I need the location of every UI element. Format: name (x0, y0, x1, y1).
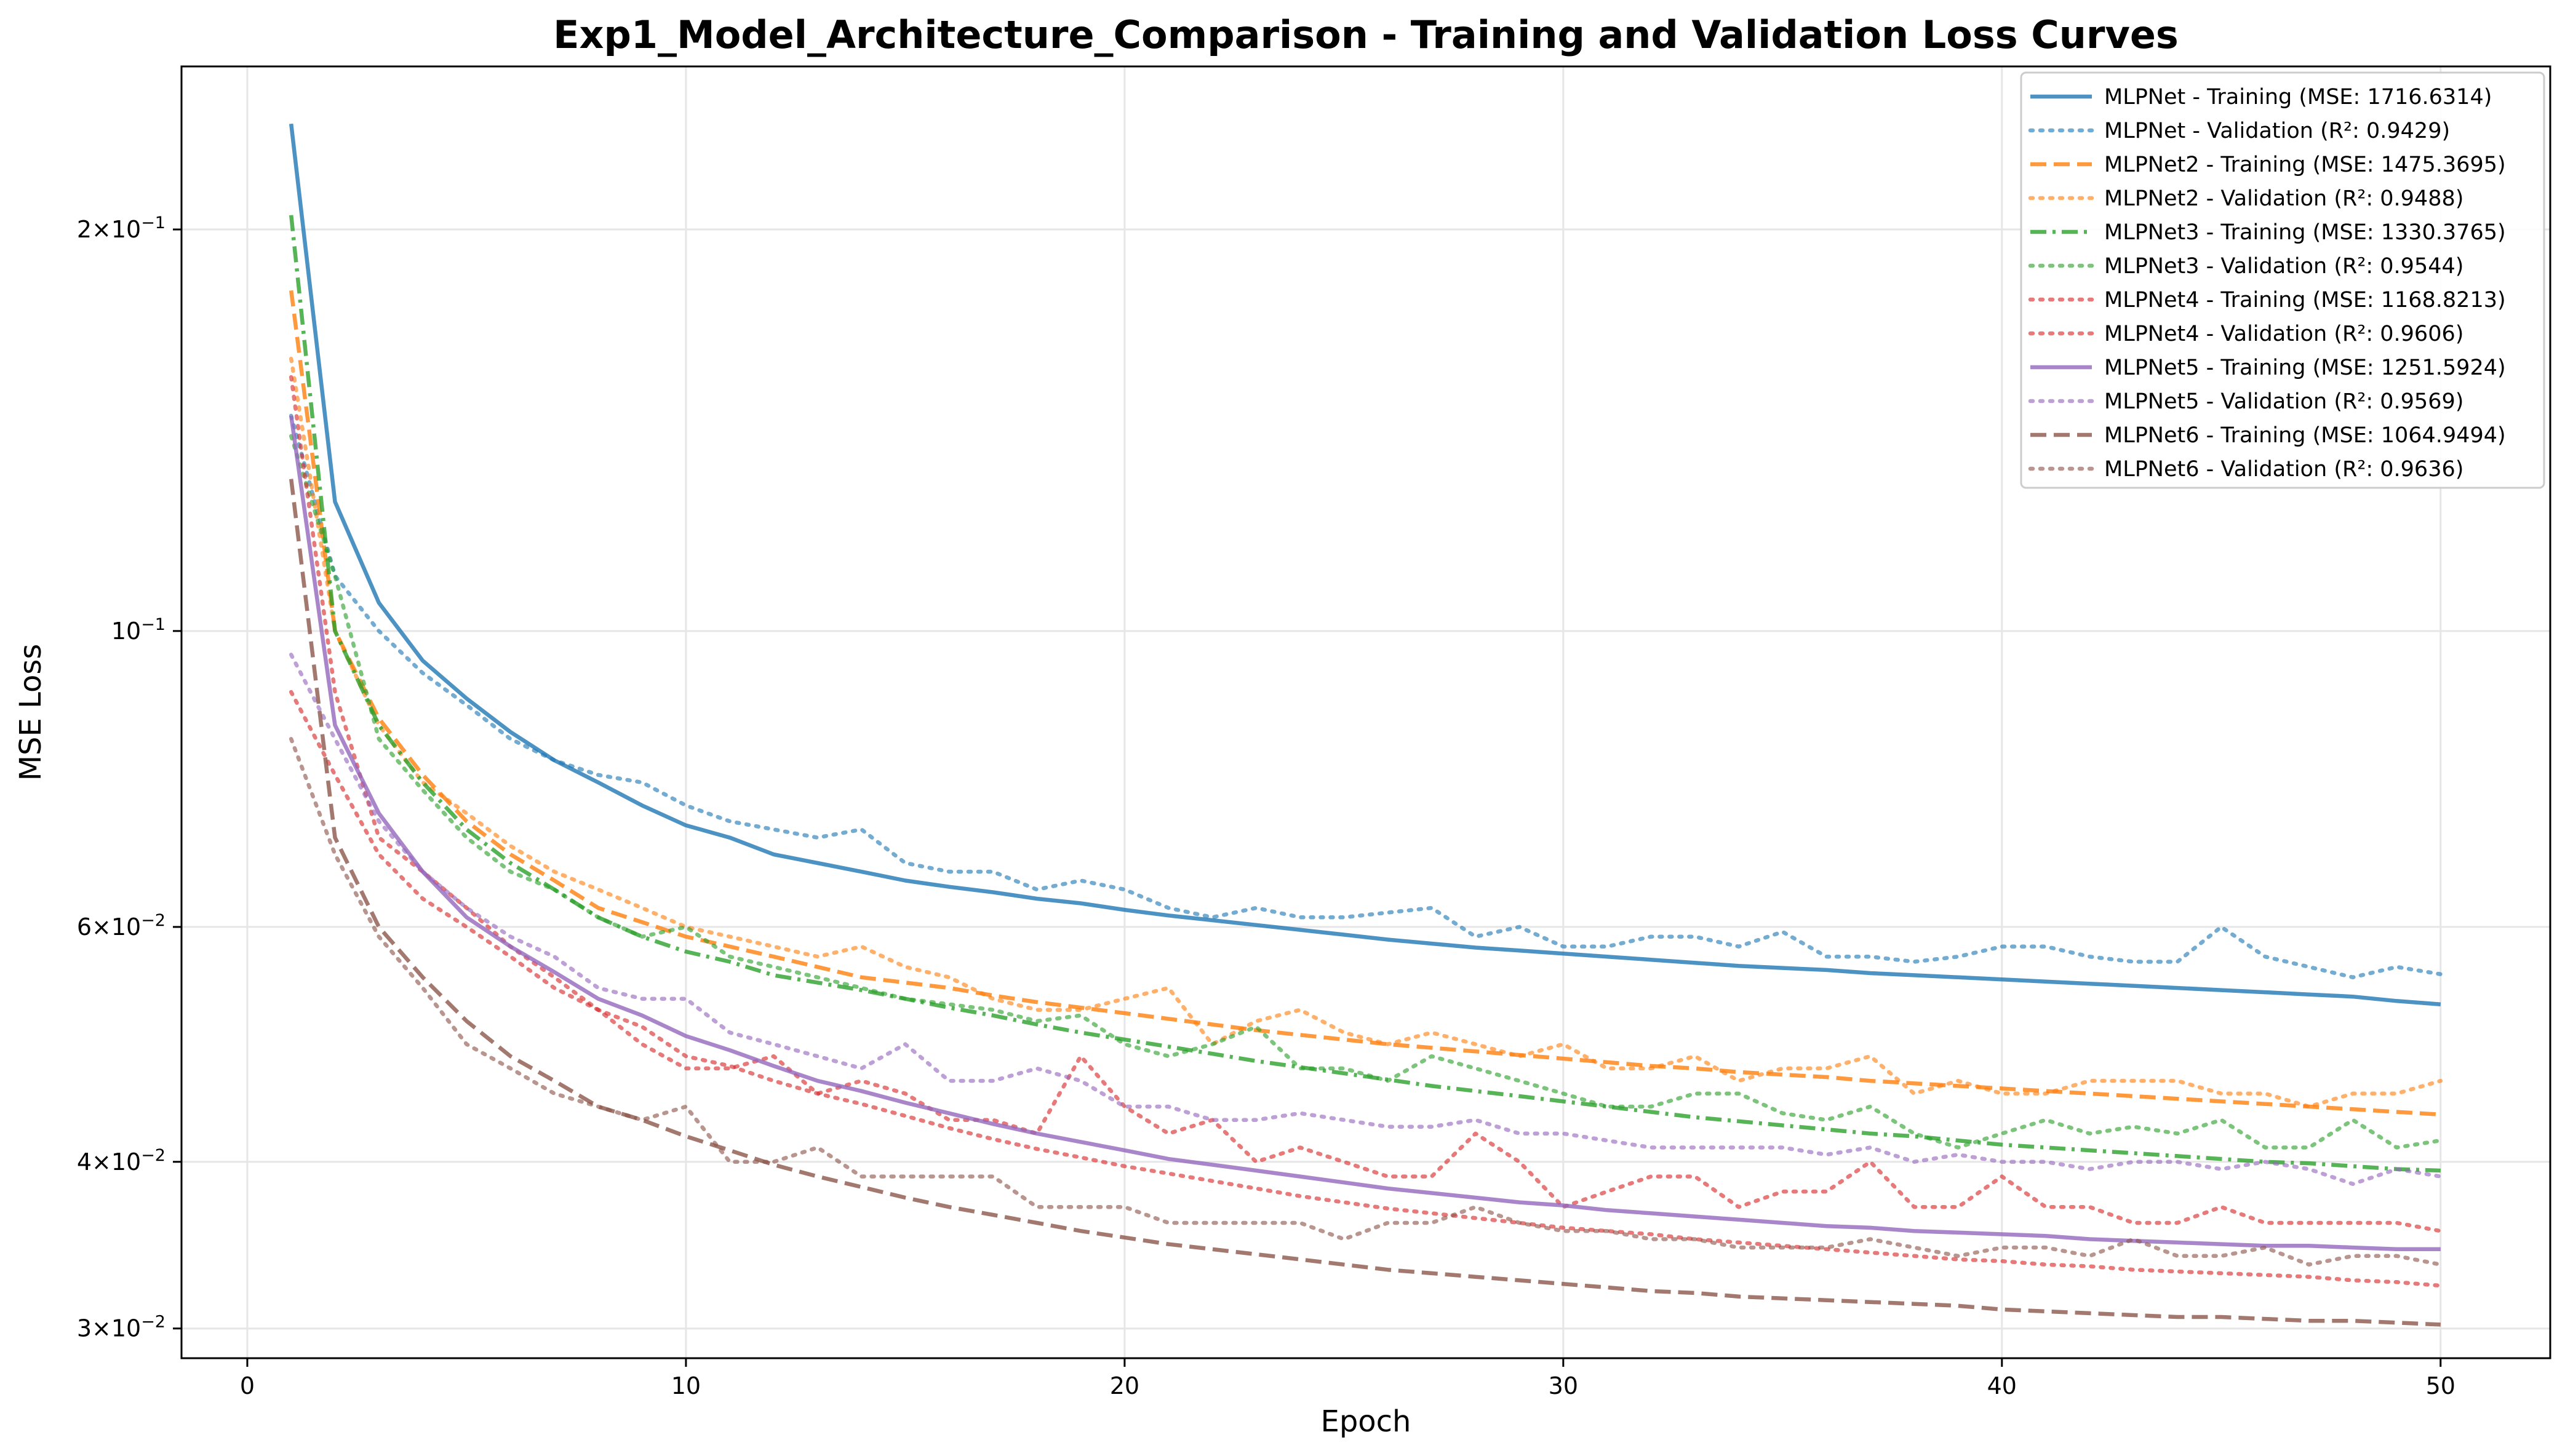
legend-label: MLPNet2 - Training (MSE: 1475.3695) (2104, 153, 2506, 177)
legend-label: MLPNet4 - Validation (R²: 0.9606) (2104, 322, 2463, 346)
y-tick-label: 6×10−2 (77, 910, 166, 941)
series-line-3 (289, 290, 2441, 1117)
legend-label: MLPNet3 - Validation (R²: 0.9544) (2104, 254, 2463, 279)
y-tick-label: 3×10−2 (77, 1312, 166, 1342)
x-axis-label: Epoch (1321, 1404, 1411, 1439)
plot-frame (180, 65, 2551, 1359)
x-tick-label: 20 (1110, 1372, 1139, 1399)
series-line-5 (289, 215, 2441, 1173)
x-tick-label: 50 (2426, 1372, 2455, 1399)
series-line-6 (289, 434, 2443, 1150)
series-lines (289, 123, 2443, 1327)
y-tick-label: 2×10−1 (77, 213, 166, 244)
series-line-10 (289, 653, 2443, 1187)
y-tick-label: 10−1 (111, 615, 166, 645)
x-tick-label: 40 (1987, 1372, 2017, 1399)
legend-label: MLPNet6 - Training (MSE: 1064.9494) (2104, 423, 2506, 448)
legend-label: MLPNet5 - Training (MSE: 1251.5924) (2104, 356, 2506, 380)
chart-title: Exp1_Model_Architecture_Comparison - Tra… (553, 12, 2179, 57)
legend-label: MLPNet6 - Validation (R²: 0.9636) (2104, 457, 2463, 482)
legend-label: MLPNet4 - Training (MSE: 1168.8213) (2104, 288, 2506, 312)
series-line-2 (289, 413, 2443, 980)
series-line-7 (289, 375, 2443, 1288)
series-line-9 (289, 415, 2441, 1252)
legend-box (2020, 71, 2545, 489)
legend-label: MLPNet - Training (MSE: 1716.6314) (2104, 85, 2492, 109)
x-tick-label: 10 (671, 1372, 701, 1399)
y-tick-label: 4×10−2 (77, 1145, 166, 1176)
legend: MLPNet - Training (MSE: 1716.6314) MLPNet… (2020, 71, 2545, 489)
series-line-12 (289, 737, 2443, 1267)
x-tick-label: 0 (240, 1372, 255, 1399)
legend-label: MLPNet2 - Validation (R²: 0.9488) (2104, 186, 2463, 211)
legend-label: MLPNet3 - Training (MSE: 1330.3765) (2104, 220, 2506, 245)
series-line-11 (289, 479, 2441, 1327)
x-tick-label: 30 (1549, 1372, 1578, 1399)
legend-label: MLPNet5 - Validation (R²: 0.9569) (2104, 389, 2463, 414)
legend-label: MLPNet - Validation (R²: 0.9429) (2104, 119, 2450, 143)
series-line-8 (289, 690, 2443, 1233)
series-line-1 (289, 123, 2441, 1006)
y-axis-label: MSE Loss (14, 644, 48, 781)
axis-ticks: 0 10 20 30 40 50 2×10−1 10−1 6×10−2 4×10−2 3×10−2 (77, 213, 2455, 1399)
series-line-4 (289, 356, 2443, 1109)
